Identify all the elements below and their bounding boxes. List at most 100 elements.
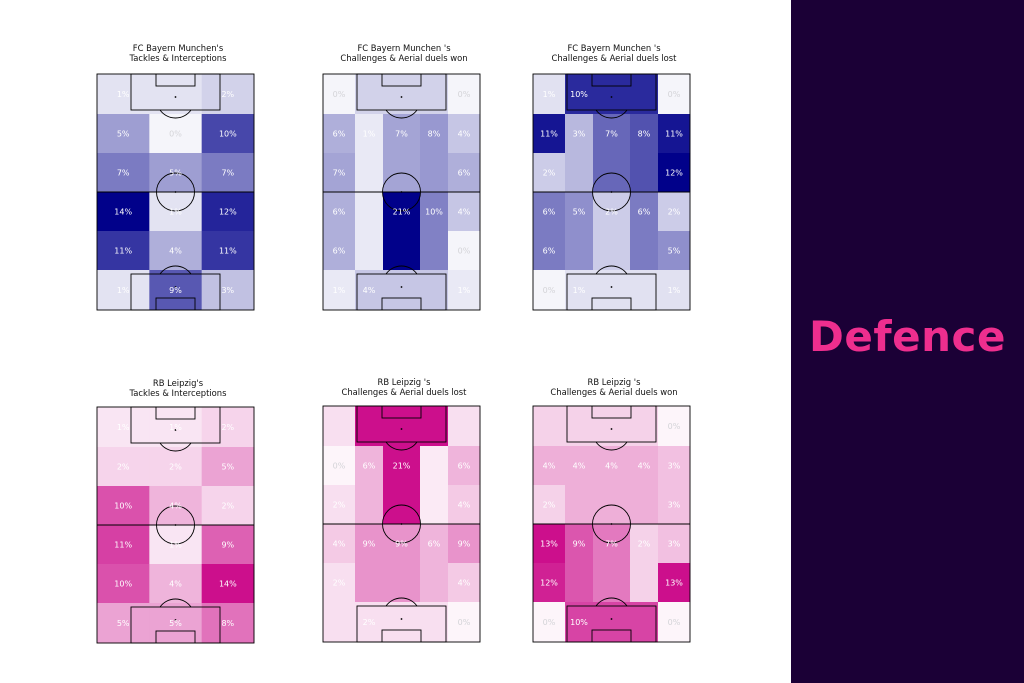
heat-cell xyxy=(97,192,150,232)
heat-cell xyxy=(630,153,659,193)
cell-value-label: 10% xyxy=(114,502,132,511)
heat-cell xyxy=(355,563,384,603)
top-six-yard-box xyxy=(381,405,422,419)
heat-cell xyxy=(630,270,659,311)
heat-cell xyxy=(420,192,449,232)
heat-cell xyxy=(355,524,384,564)
cell-value-label: 0% xyxy=(458,90,471,99)
cell-labels: 1% 1% 2% 2% 2% 5% 10% 4% 2% 11% 1% 9% 10% 4% 14% 5% 5% 8% xyxy=(114,423,237,628)
cell-value-label: 0% xyxy=(543,286,556,295)
pitch-svg: 1% 1% 2% 2% 2% 5% 10% 4% 2% 11% 1% 9% 10% 4% 14% 5% 5% 8% xyxy=(96,406,255,644)
cell-value-label: 2% xyxy=(638,540,651,549)
heat-cell xyxy=(658,231,691,271)
pitch-svg: 1% 2% 5% 0% 10% 7% 5% 7% 14% 1% 12% 11% 4% 11% 1% 9% 3% xyxy=(96,73,255,311)
cell-value-label: 12% xyxy=(665,169,683,178)
cell-value-label: 9% xyxy=(458,540,471,549)
bottom-six-yard-box xyxy=(591,629,632,643)
heat-cell xyxy=(448,563,481,603)
heat-cell xyxy=(420,446,449,486)
penalty-spot xyxy=(610,428,613,430)
chart-title-line-1: RB Leipzig's xyxy=(152,378,204,388)
cell-value-label: 4% xyxy=(333,540,346,549)
cell-value-label: 6% xyxy=(543,247,556,256)
heat-cell xyxy=(658,602,691,643)
heat-cell xyxy=(355,446,384,486)
cell-value-label: 10% xyxy=(425,208,443,217)
heat-cell xyxy=(355,231,384,271)
heat-cell xyxy=(323,270,356,311)
cell-value-label: 5% xyxy=(169,619,182,628)
heat-cell xyxy=(355,114,384,154)
cell-value-label: 1% xyxy=(117,423,130,432)
section-title: Defence xyxy=(809,312,1006,361)
cell-value-label: 8% xyxy=(221,619,234,628)
cell-value-label: 4% xyxy=(458,130,471,139)
bottom-penalty-arc xyxy=(385,265,418,275)
heat-cells xyxy=(97,407,255,644)
cell-value-label: 6% xyxy=(458,462,471,471)
cell-value-label: 4% xyxy=(169,580,182,589)
heat-cell xyxy=(420,406,449,447)
cell-value-label: 2% xyxy=(543,169,556,178)
cell-value-label: 13% xyxy=(665,579,683,588)
top-six-yard-box xyxy=(155,406,196,420)
heat-cell xyxy=(323,602,356,643)
pitch-svg: 1% 10% 0% 11% 3% 7% 8% 11% 2% 12% 6% 5% 2% 6% 2% 6% 5% 0%… xyxy=(532,73,691,311)
heat-cell xyxy=(565,563,594,603)
cell-value-label: 1% xyxy=(169,423,182,432)
chart-title: RB Leipzig 's Challenges & Aerial duels … xyxy=(322,377,486,397)
penalty-spot xyxy=(610,286,613,288)
cell-value-label: 1% xyxy=(333,286,346,295)
pitch-heatmap: 1% 2% 5% 0% 10% 7% 5% 7% 14% 1% 12% 11% 4% 11% 1% 9% 3% xyxy=(96,73,255,311)
penalty-spot xyxy=(174,429,177,431)
chart-title-line-1: FC Bayern Munchen 's xyxy=(567,43,661,53)
heat-cell xyxy=(658,524,691,564)
chart-title-line-1: RB Leipzig 's xyxy=(587,377,641,387)
heat-cell xyxy=(97,153,150,193)
cell-value-label: 2% xyxy=(605,208,618,217)
heat-cell xyxy=(383,74,421,115)
heat-cell xyxy=(448,153,481,193)
cell-value-label: 7% xyxy=(605,540,618,549)
heat-cell xyxy=(630,114,659,154)
cell-value-label: 11% xyxy=(114,247,132,256)
chart-title: RB Leipzig 's Challenges & Aerial duels … xyxy=(532,377,696,397)
bottom-penalty-arc xyxy=(385,597,418,607)
heat-cell xyxy=(323,153,356,193)
pitch-lines xyxy=(96,406,255,644)
cell-value-label: 14% xyxy=(219,580,237,589)
centre-spot xyxy=(610,191,613,193)
heat-cell xyxy=(593,192,631,232)
cell-value-label: 4% xyxy=(605,462,618,471)
cell-labels: 1% 2% 5% 0% 10% 7% 5% 7% 14% 1% 12% 11% 4% 11% 1% 9% 3% xyxy=(114,90,237,295)
heat-cell xyxy=(149,603,203,644)
cell-value-label: 11% xyxy=(114,541,132,550)
heat-cells xyxy=(533,406,691,643)
cell-value-label: 0% xyxy=(668,422,681,431)
cell-value-label: 0% xyxy=(458,247,471,256)
heat-cell xyxy=(97,114,150,154)
heat-cell xyxy=(565,446,594,486)
side-panel: Defence xyxy=(791,0,1024,683)
cell-value-label: 1% xyxy=(117,286,130,295)
chart-title-line-2: Tackles & Interceptions xyxy=(129,388,227,398)
cell-value-label: 3% xyxy=(668,540,681,549)
heat-cell xyxy=(201,153,255,193)
bottom-penalty-arc xyxy=(159,265,192,275)
top-penalty-arc xyxy=(159,442,192,452)
heat-cell xyxy=(630,446,659,486)
heat-cell xyxy=(533,74,566,115)
heat-cell xyxy=(420,524,449,564)
heat-cell xyxy=(533,231,566,271)
heat-cell xyxy=(355,192,384,232)
heat-cell xyxy=(658,485,691,525)
cell-value-label: 6% xyxy=(543,208,556,217)
top-penalty-arc xyxy=(385,109,418,119)
heat-cell xyxy=(593,231,631,271)
heat-cell xyxy=(658,153,691,193)
chart-title-line-1: RB Leipzig 's xyxy=(377,377,431,387)
heat-cell xyxy=(97,74,150,115)
heat-cell xyxy=(593,74,631,115)
penalty-spot xyxy=(400,428,403,430)
heat-cell xyxy=(323,446,356,486)
